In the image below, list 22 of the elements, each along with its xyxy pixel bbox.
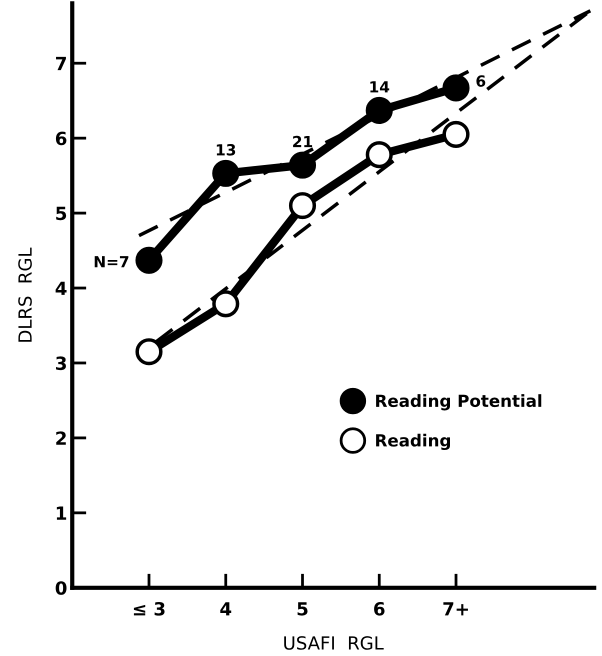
y-tick-label: 1 bbox=[56, 506, 66, 520]
legend-label: Reading bbox=[376, 434, 450, 450]
y-tick-label: 0 bbox=[56, 581, 67, 595]
x-axis-title: USAFI RGL bbox=[284, 636, 384, 650]
annotation: N=7 bbox=[94, 256, 128, 268]
x-tick-label: 5 bbox=[298, 602, 308, 616]
y-tick-label: 5 bbox=[56, 206, 66, 220]
y-tick-label: 3 bbox=[56, 356, 66, 370]
y-tick-label: 7 bbox=[56, 56, 66, 70]
legend-label: Reading Potential bbox=[376, 394, 542, 410]
x-tick-label: 6 bbox=[374, 602, 385, 616]
annotation: 21 bbox=[293, 136, 312, 148]
y-tick-label: 2 bbox=[56, 431, 66, 445]
annotation: 13 bbox=[216, 144, 236, 156]
x-tick-label: 4 bbox=[220, 602, 232, 616]
y-axis-title: DLRS RGL bbox=[18, 248, 32, 342]
y-tick-label: 6 bbox=[56, 132, 66, 146]
annotation: 6 bbox=[476, 75, 486, 87]
y-tick-label: 4 bbox=[56, 282, 67, 295]
x-tick-label: ≤ 3 bbox=[134, 602, 165, 616]
annotation: 14 bbox=[370, 81, 390, 92]
x-tick-label: 7+ bbox=[443, 602, 468, 616]
